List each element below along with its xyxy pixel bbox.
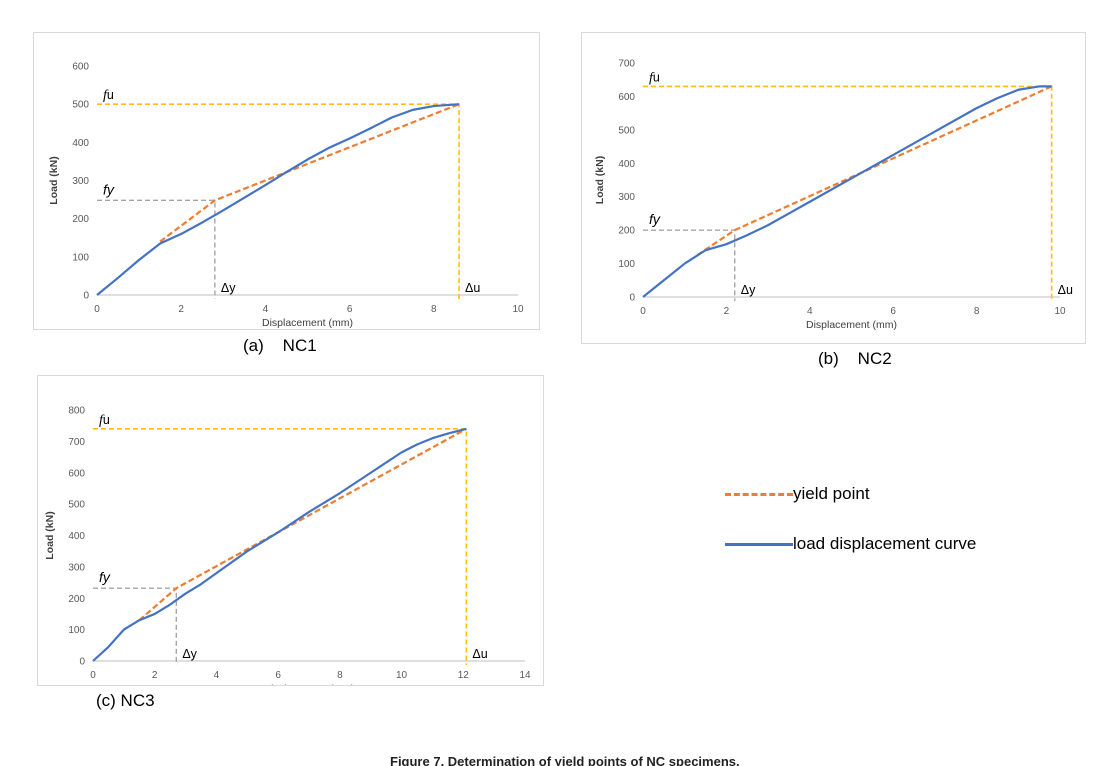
yield-point-series-line	[159, 103, 460, 243]
x-tick-label: 0	[640, 306, 646, 317]
y-tick-label: 500	[618, 125, 635, 136]
yield-point-series-line	[696, 85, 1053, 257]
y-tick-label: 100	[618, 259, 635, 270]
x-axis-title: Displacement (mm)	[806, 319, 897, 331]
y-tick-label: 400	[72, 138, 89, 149]
y-tick-label: 100	[72, 252, 89, 263]
y-tick-label: 600	[618, 92, 635, 103]
x-tick-label: 0	[90, 670, 96, 681]
ultimate-load-reference-line	[93, 428, 468, 665]
ultimate-load-reference-line	[643, 85, 1053, 301]
y-tick-label: 500	[68, 500, 85, 511]
y-tick-label: 300	[68, 562, 85, 573]
delta-u-label: Δu	[1058, 283, 1073, 297]
legend-item-yield-point: yield point	[725, 483, 983, 505]
x-tick-label: 4	[263, 304, 269, 315]
ultimate-load-reference-line	[97, 103, 460, 299]
delta-y-label: Δy	[741, 283, 756, 297]
yield-point-series-line	[138, 427, 467, 622]
fy-label: fy	[103, 181, 115, 197]
y-axis-title: Load (kN)	[44, 511, 56, 559]
x-tick-label: 4	[807, 306, 813, 317]
y-tick-label: 400	[68, 531, 85, 542]
y-tick-label: 600	[68, 468, 85, 479]
y-tick-label: 500	[72, 100, 89, 111]
legend-solid-line-swatch	[725, 543, 793, 546]
fu-label: fu	[103, 88, 114, 103]
y-tick-label: 600	[72, 62, 89, 73]
y-tick-label: 400	[618, 159, 635, 170]
legend-dashed-line-swatch	[725, 493, 793, 496]
x-tick-label: 6	[275, 670, 281, 681]
fu-subscript: u	[103, 413, 110, 427]
fu-label: fu	[649, 70, 660, 85]
legend-label-yield-point: yield point	[793, 484, 870, 503]
load-displacement-series-line	[96, 103, 460, 296]
fu-symbol: f	[103, 88, 109, 103]
fu-label: fu	[99, 413, 110, 428]
delta-u-label: Δu	[472, 647, 487, 661]
x-tick-label: 10	[512, 304, 524, 315]
load-displacement-series-line	[642, 85, 1052, 298]
y-tick-label: 200	[72, 214, 89, 225]
chart-panel-nc2: 0 100 200 300 400 500 600 700 0 2 4 6 8 10 Displacemen…	[581, 32, 1086, 344]
y-tick-label: 300	[618, 192, 635, 203]
x-tick-label: 4	[214, 670, 220, 681]
fu-subscript: u	[653, 70, 660, 84]
x-tick-label: 10	[1054, 306, 1066, 317]
y-tick-label: 300	[72, 176, 89, 187]
x-tick-label: 0	[94, 304, 100, 315]
chart-nc3: 0 100 200 300 400 500 600 700 800 0 2 4 6 8 10 12 14 Disp…	[44, 406, 531, 686]
x-tick-label: 2	[152, 670, 158, 681]
chart-nc2: 0 100 200 300 400 500 600 700 0 2 4 6 8 10 Displacemen…	[594, 59, 1073, 332]
fu-symbol: f	[649, 70, 655, 85]
x-tick-label: 2	[178, 304, 184, 315]
y-tick-label: 100	[68, 625, 85, 636]
delta-u-label: Δu	[465, 281, 480, 295]
y-tick-label: 200	[68, 594, 85, 605]
x-tick-label: 14	[519, 670, 531, 681]
y-axis-title: Load (kN)	[594, 156, 606, 204]
fy-label: fy	[649, 211, 661, 227]
x-axis-title: Displacement (mm)	[263, 683, 354, 685]
fy-label: fy	[99, 569, 111, 585]
x-tick-label: 2	[724, 306, 730, 317]
yield-load-reference-line	[97, 199, 216, 299]
legend-label-load-displacement: load displacement curve	[793, 534, 977, 553]
y-tick-label: 800	[68, 406, 85, 417]
caption-nc1: (a) NC1	[243, 336, 317, 355]
y-tick-label: 0	[629, 293, 635, 304]
legend: yield point load displacement curve	[725, 483, 985, 603]
delta-y-label: Δy	[182, 647, 197, 661]
x-tick-label: 8	[337, 670, 343, 681]
chart-panel-nc1: 0 100 200 300 400 500 600 0 2 4 6 8 10 Displacement (…	[33, 32, 540, 330]
y-tick-label: 700	[68, 437, 85, 448]
y-tick-label: 200	[618, 226, 635, 237]
x-axis-title: Displacement (mm)	[262, 317, 353, 329]
figure-caption-text: Figure 7. Determination of yield points …	[390, 754, 740, 766]
load-displacement-series-line	[92, 427, 467, 662]
x-tick-label: 8	[431, 304, 437, 315]
caption-nc2: (b) NC2	[818, 349, 892, 368]
x-tick-label: 10	[396, 670, 408, 681]
y-tick-label: 700	[618, 59, 635, 70]
yield-load-reference-line	[643, 229, 736, 301]
x-tick-label: 6	[347, 304, 353, 315]
x-tick-label: 8	[974, 306, 980, 317]
y-tick-label: 0	[83, 291, 89, 302]
fu-symbol: f	[99, 413, 105, 428]
fu-subscript: u	[107, 88, 114, 102]
y-tick-label: 0	[79, 657, 85, 668]
caption-nc3: (c) NC3	[96, 691, 155, 710]
x-tick-label: 12	[458, 670, 470, 681]
x-tick-label: 6	[890, 306, 896, 317]
chart-panel-nc3: 0 100 200 300 400 500 600 700 800 0 2 4 6 8 10 12 14 Disp…	[37, 375, 544, 686]
y-axis-title: Load (kN)	[48, 156, 60, 204]
chart-nc1: 0 100 200 300 400 500 600 0 2 4 6 8 10 Displacement (…	[48, 62, 524, 330]
legend-item-load-displacement: load displacement curve	[725, 533, 983, 555]
delta-y-label: Δy	[221, 281, 236, 295]
figure-caption: Figure 7. Determination of yield points …	[390, 742, 810, 766]
